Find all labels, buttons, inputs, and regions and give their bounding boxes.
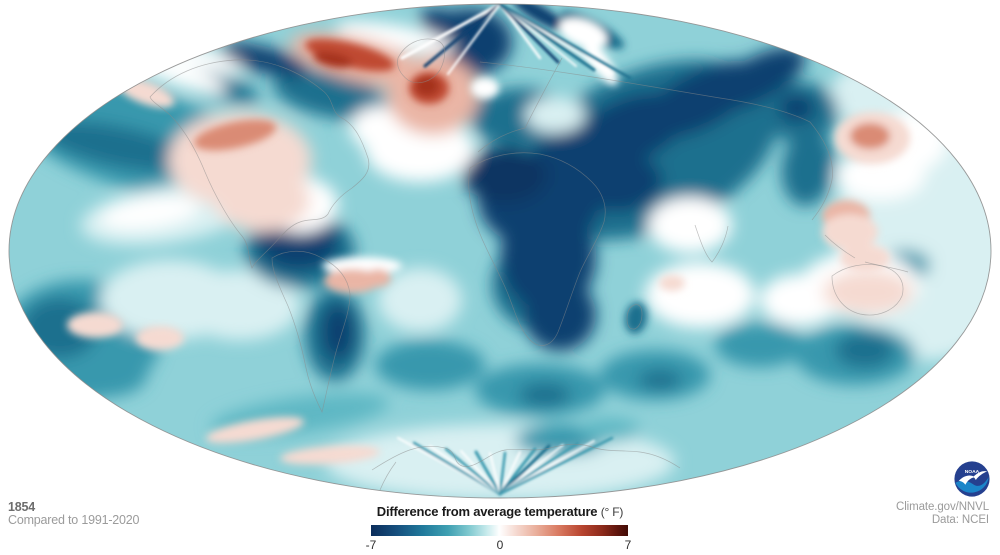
colorbar — [371, 525, 628, 536]
anomaly-field — [9, 4, 991, 498]
colorbar-tick-max: 7 — [624, 538, 632, 552]
colorbar-tick-zero: 0 — [496, 538, 504, 552]
legend-units: (° F) — [600, 505, 624, 519]
credit-source: Climate.gov/NNVL — [896, 501, 989, 513]
map-caption: 1854 Compared to 1991-2020 — [8, 500, 140, 527]
world-anomaly-map — [8, 3, 992, 499]
credits: Climate.gov/NNVL Data: NCEI — [896, 501, 989, 527]
noaa-gull-icon — [958, 475, 975, 485]
map-ellipse-outline — [8, 3, 992, 499]
credit-data: Data: NCEI — [931, 514, 989, 526]
legend-title: Difference from average temperature (° F… — [0, 504, 1000, 519]
map-baseline: Compared to 1991-2020 — [8, 513, 140, 527]
map-year: 1854 — [8, 500, 36, 514]
noaa-gull-wing-icon — [972, 471, 988, 480]
legend-title-text: Difference from average temperature — [376, 504, 598, 519]
coastlines — [149, 38, 909, 491]
noaa-logo-text: NOAA — [965, 469, 980, 475]
colorbar-tick-min: -7 — [365, 538, 377, 552]
noaa-logo: NOAA — [954, 461, 990, 497]
